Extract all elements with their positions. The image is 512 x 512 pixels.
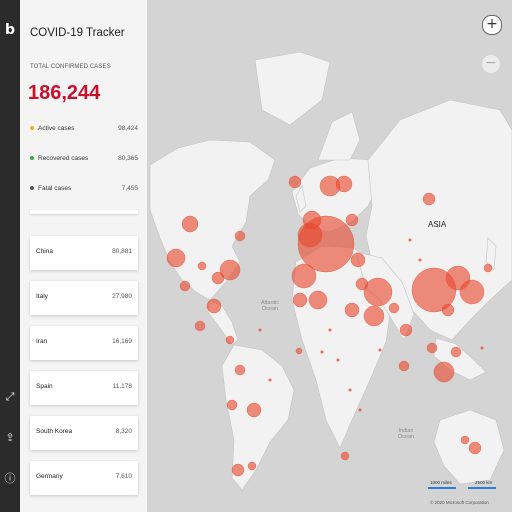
active-dot-icon: [30, 126, 34, 131]
app-title: COVID-19 Tracker: [30, 27, 125, 39]
case-marker[interactable]: [426, 342, 438, 354]
case-marker[interactable]: [355, 277, 369, 291]
case-marker[interactable]: [441, 303, 455, 317]
case-marker: [358, 408, 362, 412]
left-rail: b ⤢ ⇪ ⓘ: [0, 0, 20, 512]
case-marker[interactable]: [225, 335, 235, 345]
total-caption: TOTAL CONFIRMED CASES: [30, 64, 111, 70]
stat-recovered: Recovered cases 80,365: [30, 155, 138, 165]
case-marker[interactable]: [388, 302, 400, 314]
case-marker[interactable]: [246, 402, 262, 418]
zoom-out-button[interactable]: −: [482, 55, 500, 73]
recovered-dot-icon: [30, 156, 34, 161]
case-marker[interactable]: [398, 360, 410, 372]
minor-markers: [258, 238, 484, 412]
case-marker[interactable]: [288, 175, 302, 189]
stats-panel: COVID-19 Tracker TOTAL CONFIRMED CASES 1…: [20, 0, 148, 512]
country-card-china[interactable]: China 80,881: [30, 236, 138, 270]
stat-fatal: Fatal cases 7,455: [30, 185, 138, 195]
case-markers: [166, 175, 493, 477]
case-marker[interactable]: [295, 347, 303, 355]
section-divider: [30, 210, 138, 214]
case-marker[interactable]: [340, 451, 350, 461]
bing-logo-icon[interactable]: b: [4, 22, 16, 38]
case-marker[interactable]: [302, 210, 322, 230]
world-map[interactable]: [147, 0, 512, 512]
case-marker: [268, 378, 272, 382]
expand-icon[interactable]: ⤢: [5, 390, 15, 403]
case-marker[interactable]: [422, 192, 436, 206]
case-marker[interactable]: [231, 463, 245, 477]
case-marker[interactable]: [206, 298, 222, 314]
case-marker[interactable]: [468, 441, 482, 455]
case-marker[interactable]: [433, 361, 455, 383]
case-marker[interactable]: [335, 175, 353, 193]
case-marker: [258, 328, 262, 332]
atlantic-ocean-label: Atlantic Ocean: [260, 300, 280, 312]
case-marker[interactable]: [234, 364, 246, 376]
copyright-text: © 2020 Microsoft Corporation: [430, 500, 489, 505]
case-marker[interactable]: [197, 261, 207, 271]
country-card-south-korea[interactable]: South Korea 8,320: [30, 416, 138, 450]
case-marker: [328, 328, 332, 332]
case-marker: [480, 346, 484, 350]
fatal-dot-icon: [30, 186, 34, 191]
case-marker[interactable]: [459, 279, 485, 305]
case-marker: [408, 238, 412, 242]
country-card-iran[interactable]: Iran 16,169: [30, 326, 138, 360]
case-marker[interactable]: [226, 399, 238, 411]
case-marker: [348, 388, 352, 392]
case-marker[interactable]: [234, 230, 246, 242]
case-marker[interactable]: [350, 252, 366, 268]
case-marker: [378, 348, 382, 352]
case-marker[interactable]: [179, 280, 191, 292]
case-marker[interactable]: [291, 263, 317, 289]
case-marker[interactable]: [308, 290, 328, 310]
case-marker[interactable]: [194, 320, 206, 332]
case-marker[interactable]: [460, 435, 470, 445]
case-marker[interactable]: [247, 461, 257, 471]
case-marker[interactable]: [181, 215, 199, 233]
scale-km: 2500 km: [475, 480, 493, 485]
total-confirmed-count: 186,244: [28, 82, 101, 104]
case-marker: [320, 350, 324, 354]
country-card-italy[interactable]: Italy 27,980: [30, 281, 138, 315]
asia-label: ASIA: [428, 220, 447, 229]
case-marker[interactable]: [450, 346, 462, 358]
case-marker[interactable]: [345, 213, 359, 227]
case-marker: [336, 358, 340, 362]
case-marker[interactable]: [219, 259, 241, 281]
stat-active: Active cases 98,424: [30, 125, 138, 135]
case-marker[interactable]: [211, 271, 225, 285]
case-marker[interactable]: [166, 248, 186, 268]
info-icon[interactable]: ⓘ: [4, 472, 16, 485]
case-marker[interactable]: [292, 292, 308, 308]
case-marker[interactable]: [363, 277, 393, 307]
country-card-spain[interactable]: Spain 11,178: [30, 371, 138, 405]
case-marker[interactable]: [363, 305, 385, 327]
case-marker: [418, 258, 422, 262]
indian-ocean-label: Indian Ocean: [397, 428, 415, 440]
zoom-in-button[interactable]: +: [482, 15, 502, 35]
scale-miles: 1000 miles: [430, 480, 452, 485]
case-marker[interactable]: [399, 323, 413, 337]
case-marker[interactable]: [344, 302, 360, 318]
share-icon[interactable]: ⇪: [5, 431, 15, 444]
country-card-germany[interactable]: Germany 7,610: [30, 461, 138, 495]
case-marker[interactable]: [483, 263, 493, 273]
